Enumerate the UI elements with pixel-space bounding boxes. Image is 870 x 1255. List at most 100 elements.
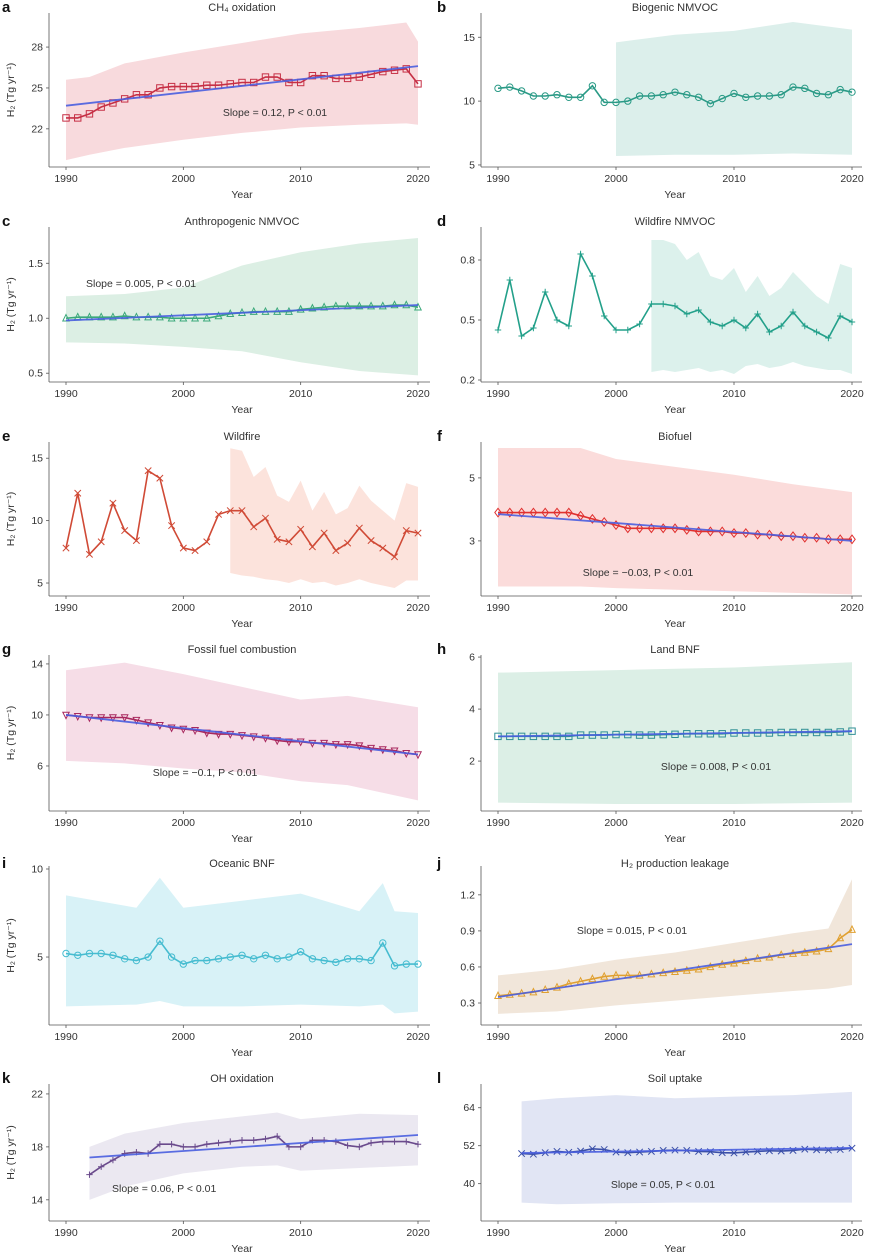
data-point	[121, 527, 129, 535]
data-point	[553, 316, 561, 324]
data-point	[179, 313, 188, 322]
y-tick-label: 3	[469, 535, 475, 547]
y-axis-label: H₂ (Tg yr⁻¹)	[5, 1125, 17, 1180]
data-point	[600, 516, 609, 528]
data-point	[62, 544, 70, 552]
data-point	[825, 334, 832, 342]
data-point	[250, 1137, 257, 1144]
series-line	[65, 939, 418, 967]
data-point	[379, 939, 387, 947]
panel-letter: k	[2, 1070, 11, 1087]
y-tick-label: 1.5	[28, 258, 43, 270]
data-point	[109, 499, 117, 507]
data-point	[577, 250, 584, 258]
data-point	[801, 322, 808, 330]
data-point	[588, 513, 597, 524]
data-point	[156, 474, 164, 482]
panel-title: Biofuel	[658, 431, 692, 443]
data-point	[694, 964, 703, 973]
data-point	[518, 1150, 526, 1158]
panel-title: Wildfire NMVOC	[635, 216, 716, 228]
data-point	[285, 538, 293, 546]
y-tick-label: 6	[469, 652, 475, 664]
data-point	[238, 507, 246, 515]
x-tick-label: 1990	[486, 173, 510, 185]
data-point	[179, 960, 188, 968]
panel-letter: l	[437, 1070, 441, 1087]
data-point	[753, 92, 762, 100]
data-point	[355, 73, 364, 81]
data-point	[355, 301, 364, 310]
uncertainty-band	[521, 1091, 852, 1205]
trend-line	[497, 943, 853, 998]
trend-line	[65, 65, 419, 107]
data-point	[493, 990, 503, 999]
data-point	[541, 507, 550, 518]
panel-letter: a	[2, 0, 11, 16]
x-tick-label: 1990	[54, 817, 78, 829]
data-point	[824, 91, 833, 99]
data-point	[98, 1163, 105, 1170]
panel-title: Oceanic BNF	[209, 858, 275, 870]
y-tick-label: 14	[31, 1194, 43, 1206]
data-point	[671, 88, 679, 96]
x-tick-label: 2020	[406, 602, 430, 614]
uncertainty-band	[66, 877, 418, 1014]
data-point	[812, 89, 821, 98]
data-point	[588, 974, 597, 983]
data-point	[553, 507, 561, 518]
data-point	[659, 91, 667, 99]
y-tick-label: 6	[37, 760, 43, 772]
data-point	[285, 78, 293, 87]
data-point	[108, 312, 117, 321]
x-tick-label: 2000	[604, 602, 628, 614]
x-axis-label: Year	[664, 618, 686, 630]
panel-letter: g	[2, 641, 11, 658]
data-point	[203, 956, 211, 965]
data-point	[320, 956, 328, 965]
data-point	[624, 97, 632, 105]
data-point	[179, 725, 188, 734]
data-point	[623, 523, 632, 534]
panel-d: d Wildfire NMVOC 0.2 0.5 0.8 1990 2000 2010 2020…	[437, 213, 864, 416]
data-point	[612, 98, 620, 107]
data-point	[168, 1141, 175, 1148]
data-point	[238, 1137, 246, 1144]
data-point	[355, 742, 364, 751]
data-point	[541, 92, 549, 100]
x-tick-label: 2000	[604, 817, 628, 829]
data-point	[167, 313, 176, 322]
y-axis-label: H₂ (Tg yr⁻¹)	[5, 492, 17, 547]
y-tick-label: 10	[31, 709, 43, 721]
data-point	[671, 302, 679, 310]
data-point	[379, 1138, 386, 1145]
data-point	[85, 949, 94, 958]
data-point	[518, 332, 525, 340]
panel-f: f Biofuel Slope = −0.03, P < 0.01 3 5 1990 200…	[437, 428, 864, 630]
data-point	[789, 83, 797, 91]
y-tick-label: 1.0	[28, 313, 43, 325]
data-point	[132, 956, 141, 965]
data-point	[624, 326, 631, 334]
x-tick-label: 2020	[840, 817, 864, 829]
uncertainty-band	[66, 22, 418, 161]
x-tick-label: 2020	[406, 1227, 430, 1239]
x-tick-label: 1990	[486, 388, 510, 400]
x-tick-label: 2020	[406, 173, 430, 185]
data-point	[601, 312, 608, 320]
data-point	[203, 1141, 210, 1148]
x-tick-label: 1990	[486, 817, 510, 829]
data-point	[414, 960, 422, 968]
y-tick-label: 0.8	[460, 255, 475, 267]
panel-letter: d	[437, 213, 446, 230]
data-point	[97, 949, 105, 958]
x-axis-label: Year	[231, 618, 253, 630]
data-point	[343, 955, 352, 963]
y-tick-label: 18	[31, 1141, 43, 1153]
data-point	[355, 955, 364, 963]
panel-g: g Fossil fuel combustion Slope = −0.1, P <…	[2, 641, 430, 845]
data-point	[730, 316, 738, 324]
trend-line	[65, 304, 419, 322]
y-tick-label: 5	[37, 578, 43, 590]
data-point	[214, 955, 223, 963]
